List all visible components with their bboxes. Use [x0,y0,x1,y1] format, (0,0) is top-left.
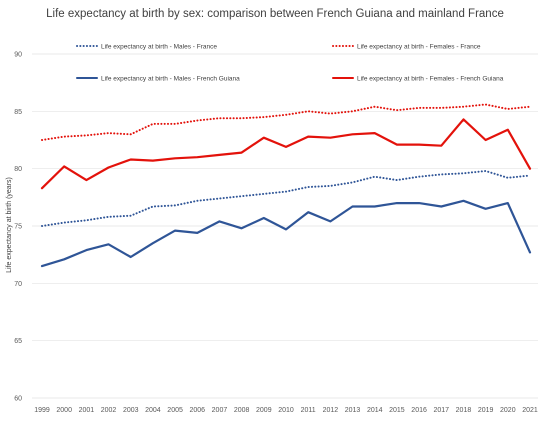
x-tick-label: 2001 [79,407,95,414]
x-tick-label: 2010 [278,407,294,414]
y-tick-label: 60 [14,396,22,403]
x-tick-label: 2011 [301,407,316,414]
x-tick-label: 2014 [367,407,383,414]
series-line-2 [41,103,531,141]
x-tick-label: 2002 [101,407,117,414]
x-tick-label: 2009 [256,407,272,414]
x-tick-label: 2003 [123,407,139,414]
y-tick-label: 65 [14,338,22,345]
x-tick-label: 2020 [500,407,516,414]
x-tick-label: 2000 [56,407,72,414]
x-tick-label: 2013 [345,407,361,414]
y-tick-label: 90 [14,52,22,59]
legend-item: Life expectancy at birth - Males - Frenc… [76,75,240,82]
x-tick-label: 2004 [145,407,161,414]
x-tick-label: 2019 [478,407,494,414]
x-tick-label: 2015 [389,407,405,414]
x-tick-label: 2012 [323,407,339,414]
y-tick-label: 85 [14,109,22,116]
legend-label: Life expectancy at birth - Females - Fra… [357,43,481,50]
x-tick-label: 2005 [167,407,183,414]
x-tick-label: 2017 [433,407,449,414]
y-tick-label: 80 [14,166,22,173]
series-line-4 [40,118,532,190]
y-tick-label: 70 [14,281,22,288]
legend-label: Life expectancy at birth - Males - Franc… [101,43,217,50]
y-tick-label: 75 [14,224,22,231]
legend-label: Life expectancy at birth - Females - Fre… [357,75,504,82]
series-line-3 [40,199,532,268]
x-tick-label: 2007 [212,407,228,414]
series-lines [40,103,532,268]
y-axis-label: Life expectancy at birth (years) [6,177,13,273]
x-tick-label: 1999 [34,407,50,414]
legend: Life expectancy at birth - Males - Franc… [76,43,504,82]
legend-item: Life expectancy at birth - Males - Franc… [76,43,217,50]
x-axis-ticks: 1999 2000 2001 2002 2003 2004 2005 2006 2007 2008… [34,407,538,414]
series-line-1 [41,170,531,227]
x-tick-label: 2008 [234,407,250,414]
legend-item: Life expectancy at birth - Females - Fra… [332,43,481,50]
legend-label: Life expectancy at birth - Males - Frenc… [101,75,240,82]
x-tick-label: 2016 [411,407,427,414]
x-tick-label: 2018 [456,407,472,414]
x-tick-label: 2006 [189,407,205,414]
gridlines [32,53,538,399]
chart-title: Life expectancy at birth by sex: compari… [46,8,504,20]
y-axis-ticks: 60 65 70 75 80 85 90 [14,52,22,403]
legend-item: Life expectancy at birth - Females - Fre… [332,75,504,82]
x-tick-label: 2021 [522,407,538,414]
